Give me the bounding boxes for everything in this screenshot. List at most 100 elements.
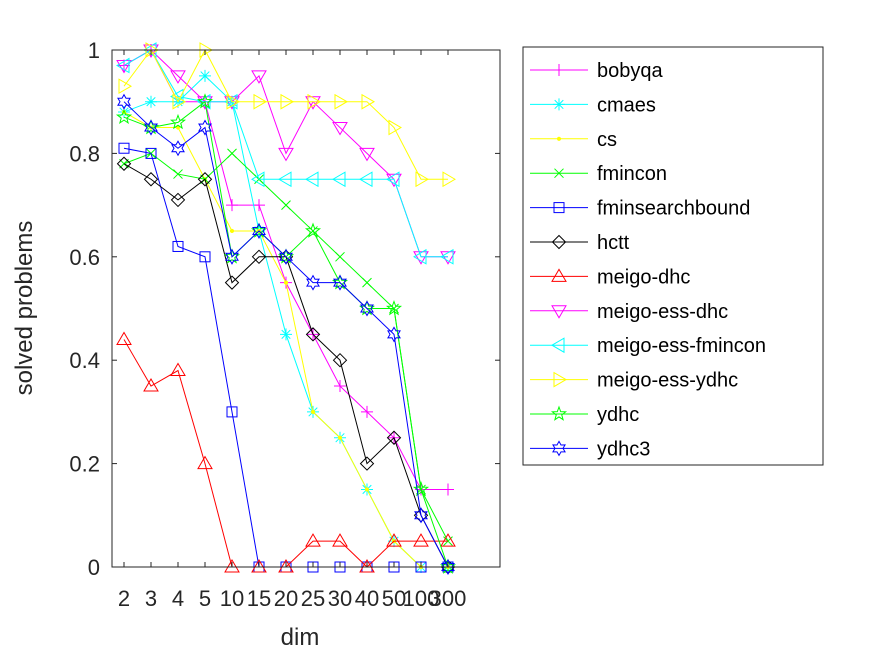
y-tick-label: 0.6 <box>69 245 100 270</box>
y-tick-label: 0.4 <box>69 348 100 373</box>
series-meigo-ess-fmincon <box>116 42 454 265</box>
legend-marker <box>551 305 567 319</box>
data-point <box>199 69 211 82</box>
data-point <box>359 559 375 573</box>
data-point <box>198 119 212 136</box>
data-point <box>359 456 375 471</box>
legend-item-bobyqa: bobyqa <box>530 60 663 82</box>
series-meigo-ess-ydhc <box>118 42 456 188</box>
data-point <box>334 93 348 110</box>
data-point <box>143 44 159 58</box>
data-point <box>442 171 456 188</box>
legend-marker <box>552 440 566 457</box>
data-point <box>173 169 183 179</box>
data-point <box>361 93 375 110</box>
x-tick-label: 4 <box>172 586 184 611</box>
data-point <box>280 328 292 341</box>
data-point <box>386 533 402 547</box>
legend-label: meigo-dhc <box>597 266 690 288</box>
data-point <box>305 533 321 547</box>
legend-marker <box>556 136 562 141</box>
legend-label: meigo-ess-dhc <box>597 301 728 323</box>
data-point <box>224 559 240 573</box>
data-point <box>118 142 130 154</box>
legend-item-ydhc: ydhc <box>530 404 639 426</box>
x-tick-label: 10 <box>220 586 244 611</box>
data-point <box>225 248 239 265</box>
x-tick-label: 100 <box>403 586 440 611</box>
data-point <box>332 533 348 547</box>
data-point <box>387 326 401 343</box>
x-tick-label: 50 <box>382 586 406 611</box>
data-point <box>170 362 186 377</box>
legend-item-cs: cs <box>530 129 617 151</box>
data-point <box>362 277 372 288</box>
data-point <box>117 93 131 110</box>
data-point <box>305 171 319 188</box>
data-point <box>414 507 428 524</box>
y-tick-label: 1 <box>88 38 100 63</box>
legend-item-meigo-ess-dhc: meigo-ess-dhc <box>530 301 728 323</box>
data-point <box>252 222 266 239</box>
plot-background <box>112 50 500 567</box>
legend-label: meigo-ess-ydhc <box>597 370 738 392</box>
data-point <box>116 331 132 346</box>
legend-label: bobyqa <box>597 60 663 82</box>
data-point <box>251 559 267 573</box>
x-tick-label: 20 <box>274 586 298 611</box>
legend-item-fmincon: fmincon <box>530 163 667 185</box>
data-point <box>145 147 157 159</box>
data-point <box>305 96 321 110</box>
legend-label: meigo-ess-fmincon <box>597 335 766 357</box>
data-point <box>306 274 320 291</box>
data-point <box>171 140 185 157</box>
data-point <box>304 222 322 238</box>
data-point <box>170 70 186 84</box>
data-point <box>199 251 211 263</box>
y-tick-label: 0.2 <box>69 452 100 477</box>
data-point <box>196 93 214 109</box>
legend-label: cs <box>597 129 617 151</box>
data-point <box>172 240 184 252</box>
legend-marker <box>553 202 565 214</box>
data-point <box>143 378 159 392</box>
data-point <box>170 192 186 208</box>
data-point <box>333 274 347 291</box>
data-point <box>115 108 133 125</box>
legend-item-hctt: hctt <box>530 232 630 254</box>
data-point <box>279 248 293 265</box>
legend-item-cmaes: cmaes <box>530 94 656 116</box>
data-point <box>337 435 343 440</box>
legend-label: cmaes <box>597 94 656 116</box>
data-point <box>361 405 373 418</box>
series-line-ydhc3 <box>123 101 449 568</box>
legend-label: ydhc3 <box>597 438 650 460</box>
data-point <box>386 173 402 188</box>
data-point <box>386 171 400 188</box>
data-point <box>197 96 213 110</box>
x-tick-label: 3 <box>145 586 157 611</box>
data-point <box>335 251 345 262</box>
legend-label: fmincon <box>597 163 667 185</box>
x-axis-title: dim <box>281 624 320 651</box>
data-point <box>385 300 403 316</box>
data-point <box>415 171 429 188</box>
data-point <box>224 275 240 290</box>
data-point <box>226 199 238 212</box>
y-axis-title: solved problems <box>11 221 38 396</box>
data-point <box>281 200 291 210</box>
data-point <box>332 352 348 368</box>
data-point <box>116 57 130 74</box>
data-point <box>253 93 267 110</box>
data-point <box>224 96 240 110</box>
legend-marker <box>553 64 565 76</box>
y-tick-label: 0.8 <box>69 141 100 166</box>
data-point <box>278 559 294 573</box>
data-point <box>413 533 429 547</box>
data-point <box>226 406 238 418</box>
data-point <box>251 70 267 84</box>
data-point <box>175 125 181 130</box>
y-tick-label: 0 <box>88 555 100 580</box>
data-point <box>169 113 187 130</box>
